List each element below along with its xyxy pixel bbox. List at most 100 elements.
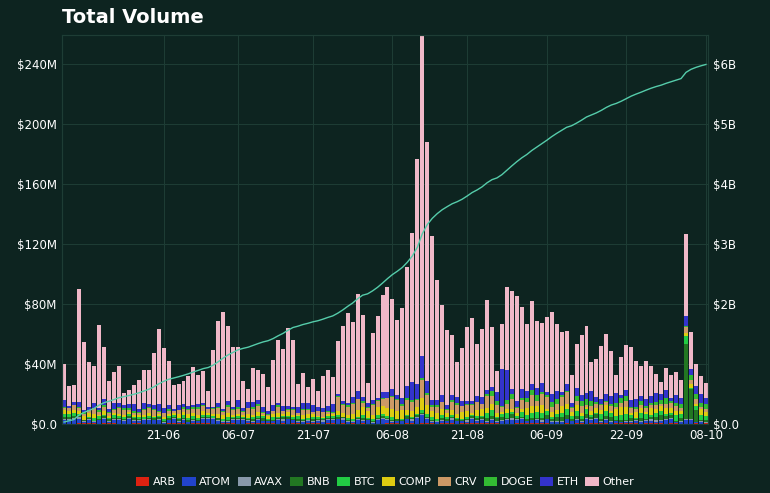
Bar [92,408,96,409]
Bar [156,417,161,419]
Bar [92,423,96,424]
Bar [599,414,604,420]
Text: Total Volume: Total Volume [62,8,203,28]
Bar [500,414,504,418]
Bar [629,408,633,413]
Bar [470,423,474,424]
Bar [176,414,180,418]
Bar [445,417,449,419]
Bar [584,326,588,393]
Bar [679,414,683,418]
Bar [326,419,330,420]
Bar [495,418,499,421]
Bar [500,324,504,369]
Bar [679,380,683,398]
Bar [370,404,374,405]
Bar [689,380,693,384]
Bar [684,345,688,420]
Bar [410,411,414,417]
Bar [445,410,449,413]
Bar [306,387,310,403]
Bar [450,410,454,416]
Bar [544,423,549,424]
Bar [301,403,305,409]
Bar [604,420,608,423]
Bar [62,419,66,420]
Bar [425,414,430,417]
Bar [127,414,131,416]
Bar [554,399,559,404]
Bar [664,417,668,419]
Bar [196,418,200,421]
Bar [669,419,673,423]
Bar [425,418,430,419]
Bar [286,420,290,424]
Bar [525,423,529,424]
Bar [460,419,464,420]
Bar [366,408,370,412]
Bar [156,329,161,404]
Bar [311,419,315,421]
Bar [396,400,400,411]
Bar [331,423,335,424]
Bar [146,407,151,408]
Bar [72,402,76,405]
Bar [276,420,280,423]
Bar [405,416,410,417]
Bar [346,418,350,421]
Bar [624,345,628,390]
Bar [77,414,81,416]
Bar [689,388,693,419]
Bar [261,407,265,413]
Bar [206,418,210,420]
Bar [515,414,519,416]
Bar [475,420,479,421]
Bar [336,417,340,419]
Bar [291,423,295,424]
Bar [534,418,539,419]
Bar [67,408,71,411]
Bar [410,421,414,423]
Bar [331,414,335,417]
Bar [544,415,549,419]
Bar [580,406,584,413]
Bar [226,420,230,421]
Bar [291,410,295,415]
Bar [405,410,410,416]
Bar [574,405,578,411]
Bar [510,418,514,420]
Bar [604,405,608,411]
Bar [162,348,166,408]
Bar [560,394,564,397]
Bar [435,407,439,413]
Bar [360,403,365,407]
Bar [684,333,688,336]
Bar [117,418,121,419]
Bar [540,423,544,424]
Bar [386,408,390,416]
Bar [156,411,161,412]
Bar [356,399,360,410]
Bar [560,407,564,413]
Bar [560,332,564,391]
Bar [182,404,186,408]
Bar [534,320,539,388]
Bar [380,420,384,423]
Bar [465,326,469,401]
Bar [530,423,534,424]
Bar [291,409,295,410]
Bar [182,409,186,412]
Bar [634,361,638,399]
Bar [350,403,355,404]
Bar [321,422,325,424]
Bar [127,390,131,404]
Bar [534,412,539,418]
Bar [336,394,340,396]
Bar [629,407,633,408]
Bar [704,423,708,424]
Bar [480,397,484,404]
Bar [525,324,529,391]
Bar [584,399,588,405]
Bar [515,401,519,407]
Bar [430,405,434,407]
